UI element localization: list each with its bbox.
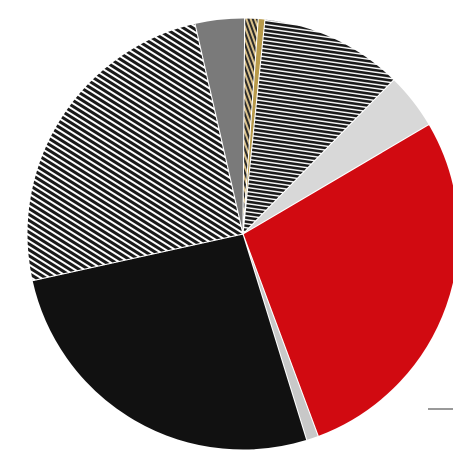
pie-slice-3 <box>31 233 308 451</box>
pie-slice-8 <box>242 18 395 236</box>
pie-slice-4 <box>26 22 244 282</box>
pie-slices <box>26 17 453 451</box>
pie-slice-9 <box>242 78 430 235</box>
pie-slice-1 <box>242 123 453 438</box>
